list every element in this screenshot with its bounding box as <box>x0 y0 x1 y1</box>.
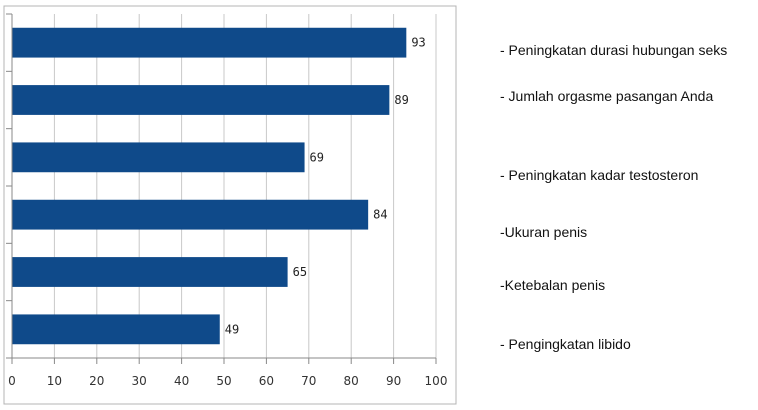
category-label: - Peningkatan durasi hubungan seks <box>500 42 728 58</box>
x-tick-label: 0 <box>8 374 16 388</box>
category-label: -Ukuran penis <box>500 224 588 240</box>
x-tick-label: 20 <box>89 374 104 388</box>
bar <box>12 85 390 115</box>
bars <box>12 27 407 345</box>
x-tick-label: 40 <box>174 374 189 388</box>
x-tick-label: 30 <box>132 374 147 388</box>
x-axis: 0 10 20 30 40 50 60 70 80 90 100 <box>6 13 448 388</box>
category-label: - Peningkatan kadar testosteron <box>500 167 699 183</box>
data-label: 65 <box>293 265 307 279</box>
data-labels: 93 89 69 84 65 49 <box>225 36 426 337</box>
bar <box>12 27 407 58</box>
x-tick-label: 50 <box>216 374 231 388</box>
bar <box>12 257 288 287</box>
category-label: -Ketebalan penis <box>500 277 606 293</box>
x-tick-label: 10 <box>47 374 62 388</box>
bar <box>12 314 220 345</box>
x-tick-label: 60 <box>259 374 274 388</box>
x-tick-label: 70 <box>301 374 316 388</box>
data-label: 69 <box>310 150 324 164</box>
bar <box>12 142 305 173</box>
data-label: 84 <box>373 208 387 222</box>
data-label: 89 <box>394 93 408 107</box>
category-label: - Pengingkatan libido <box>500 336 631 352</box>
x-tick-label: 100 <box>425 374 448 388</box>
data-label: 93 <box>411 36 425 50</box>
x-tick-label: 90 <box>386 374 401 388</box>
bar <box>12 199 369 230</box>
x-tick-label: 80 <box>344 374 359 388</box>
category-label: - Jumlah orgasme pasangan Anda <box>500 88 714 104</box>
data-label: 49 <box>225 322 239 336</box>
